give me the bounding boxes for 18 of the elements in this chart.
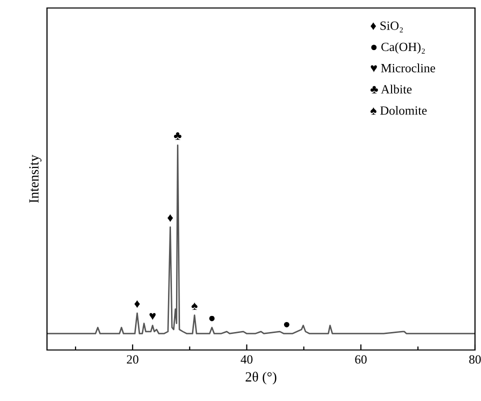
text: ♣ Albite bbox=[370, 84, 412, 94]
annotation: ● bbox=[209, 316, 215, 322]
annotation: ♦ bbox=[167, 214, 174, 222]
text: ♥ Microcline bbox=[370, 64, 436, 72]
annotation: ♠ bbox=[192, 302, 198, 310]
text: ♠ Dolomite bbox=[370, 106, 427, 115]
annotation: ♥ bbox=[149, 312, 156, 320]
x-tick-label: 20 bbox=[126, 355, 138, 364]
x-axis-title: 2θ (°) bbox=[246, 372, 276, 384]
x-tick-label: 80 bbox=[469, 355, 481, 364]
x-tick-label: 60 bbox=[355, 355, 367, 364]
y-axis-title: Intensity bbox=[29, 154, 42, 203]
text: ♦ SiO₂ bbox=[370, 22, 403, 32]
text: ● Ca(OH)₂ bbox=[371, 42, 425, 54]
x-tick-label: 40 bbox=[240, 355, 253, 364]
annotation: ● bbox=[284, 322, 290, 328]
annotation: ♣ bbox=[174, 132, 182, 140]
annotation: ♦ bbox=[134, 300, 140, 308]
